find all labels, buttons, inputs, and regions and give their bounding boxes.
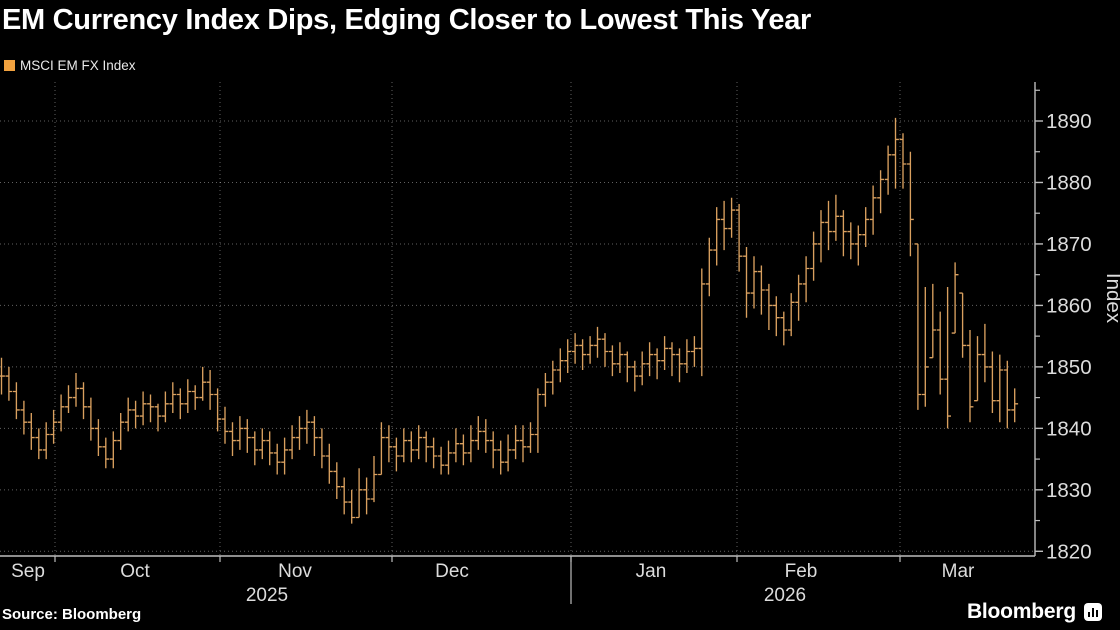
y-tick-label: 1890 [1046, 110, 1092, 133]
y-axis-title: Index [1102, 273, 1120, 324]
y-tick-label: 1830 [1046, 479, 1092, 502]
x-month-label: Feb [785, 561, 818, 582]
chart-title: EM Currency Index Dips, Edging Closer to… [2, 4, 812, 36]
y-tick-label: 1880 [1046, 171, 1092, 194]
ohlc-bars [0, 117, 1019, 524]
bloomberg-wordmark: Bloomberg [966, 600, 1076, 623]
x-month-label: Mar [942, 561, 975, 582]
source-attribution: Source: Bloomberg [2, 606, 142, 623]
legend-swatch-icon [4, 60, 15, 71]
y-tick-label: 1850 [1046, 356, 1092, 379]
x-year-label: 2025 [246, 585, 288, 606]
y-tick-label: 1860 [1046, 294, 1092, 317]
y-tick-label: 1820 [1046, 540, 1092, 563]
x-month-label: Dec [435, 561, 469, 582]
legend: MSCI EM FX Index [4, 58, 136, 73]
x-month-label: Sep [11, 561, 45, 582]
x-month-label: Jan [636, 561, 667, 582]
bloomberg-logo-icon [1084, 603, 1102, 621]
x-year-label: 2026 [764, 585, 806, 606]
y-tick-label: 1870 [1046, 233, 1092, 256]
legend-label: MSCI EM FX Index [20, 58, 136, 73]
y-tick-label: 1840 [1046, 417, 1092, 440]
x-month-label: Nov [278, 561, 312, 582]
bloomberg-brand: Bloomberg [967, 600, 1102, 624]
x-month-label: Oct [120, 561, 150, 582]
